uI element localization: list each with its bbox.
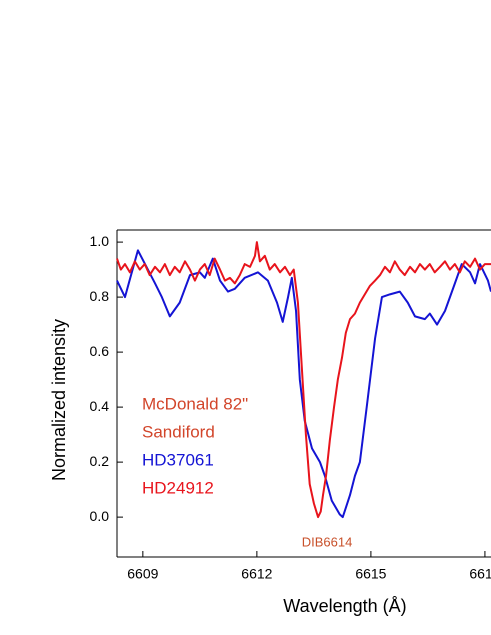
- y-tick-label: 1.0: [90, 233, 110, 249]
- legend-entry: HD24912: [142, 478, 214, 497]
- series-line: [116, 249, 491, 519]
- y-tick-label: 0.6: [90, 343, 110, 359]
- x-axis-title: Wavelength (Å): [283, 596, 406, 616]
- x-tick-label: 6618: [469, 566, 491, 582]
- y-tick-label: 0.8: [90, 288, 110, 304]
- x-tick-label: 6612: [241, 566, 272, 582]
- legend-entry: HD37061: [142, 450, 214, 469]
- annotation: Sandiford: [142, 422, 215, 441]
- y-axis-title: Normalized intensity: [49, 319, 69, 481]
- y-tick-label: 0.0: [90, 508, 110, 524]
- y-tick-label: 0.2: [90, 453, 110, 469]
- series-line: [116, 241, 491, 519]
- x-tick-label: 6615: [355, 566, 386, 582]
- x-tick-label: 6609: [127, 566, 158, 582]
- annotation: McDonald 82": [142, 394, 248, 413]
- y-tick-label: 0.4: [90, 398, 110, 414]
- annotation: DIB6614: [302, 534, 353, 549]
